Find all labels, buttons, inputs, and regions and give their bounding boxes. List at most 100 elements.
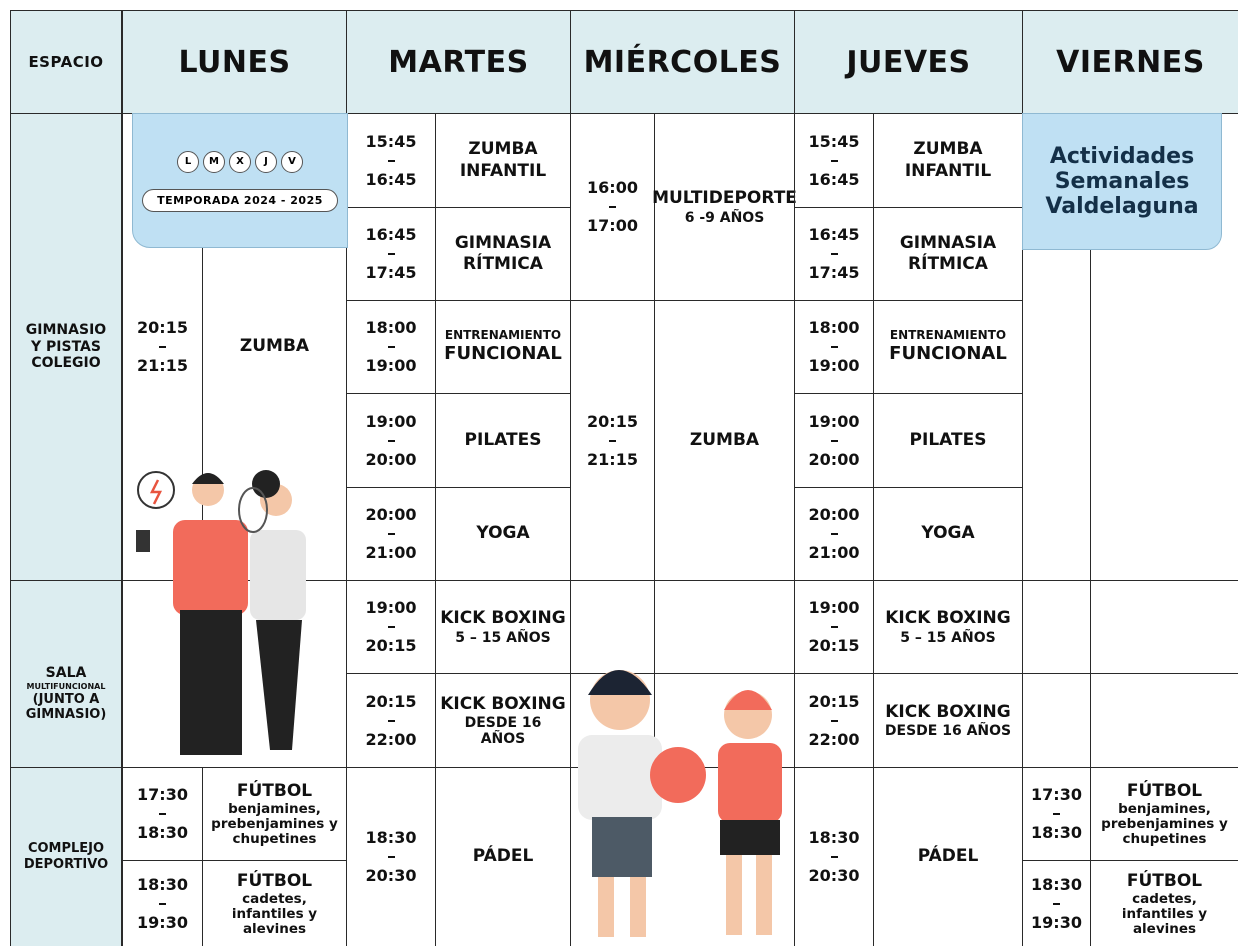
session-time: 19:00 20:15 (346, 580, 436, 674)
start-time: 20:15 (365, 691, 417, 711)
start-time: 20:15 (587, 411, 638, 431)
session-time: 19:00 20:15 (794, 580, 874, 674)
end-time: 20:15 (808, 636, 860, 655)
start-time: 19:00 (365, 598, 417, 618)
session-activity: PÁDEL (873, 767, 1023, 946)
activity-detail: DESDE 16 AÑOS (884, 723, 1012, 740)
activity-detail: 5 – 15 AÑOS (455, 629, 551, 646)
session-activity: ENTRENAMIENTO FUNCIONAL (873, 300, 1023, 394)
activity-name: FÚTBOL (1126, 781, 1203, 802)
session-activity: KICK BOXING DESDE 16 AÑOS (873, 673, 1023, 768)
space-name: SALA (45, 665, 87, 682)
start-time: 20:15 (808, 691, 860, 711)
session-time: 17:30 18:30 (122, 767, 203, 861)
weekday-dot: V (281, 150, 303, 173)
session-time: 18:30 19:30 (1022, 860, 1091, 946)
activity-name: PÁDEL (917, 846, 979, 867)
session-time: 20:00 21:00 (346, 487, 436, 581)
session-activity: GIMNASIA RÍTMICA (435, 207, 571, 301)
activity-name: PILATES (464, 429, 542, 450)
time-separator (159, 902, 166, 905)
space-name: COMPLEJO DEPORTIVO (23, 841, 109, 872)
activity-detail: 6 -9 AÑOS (684, 209, 765, 226)
start-time: 18:00 (365, 318, 417, 338)
time-separator (159, 346, 166, 348)
start-time: 18:00 (808, 318, 860, 338)
end-time: 22:00 (808, 729, 860, 749)
session-time: 20:15 21:15 (570, 300, 655, 581)
start-time: 16:00 (587, 178, 638, 198)
day-header: MARTES (346, 10, 571, 114)
activity-label: ENTRENAMIENTO (889, 328, 1007, 343)
activity-name: PILATES (909, 429, 987, 450)
end-time: 16:45 (808, 169, 860, 189)
session-time: 15:45 16:45 (794, 113, 874, 208)
activity-name: FÚTBOL (236, 781, 313, 802)
illustration-kids (578, 670, 782, 937)
session-activity: PILATES (873, 393, 1023, 488)
end-time: 22:00 (365, 729, 417, 749)
time-separator (830, 533, 838, 535)
session-time: 20:15 22:00 (346, 673, 436, 768)
header-space: ESPACIO (10, 10, 122, 114)
empty-cell (1090, 673, 1238, 768)
day-header: MIÉRCOLES (570, 10, 795, 114)
activity-detail: benjamines, prebenjamines y chupetines (211, 801, 338, 848)
start-time: 15:45 (808, 131, 860, 151)
time-separator (387, 856, 395, 858)
end-time: 20:00 (808, 449, 860, 469)
activity-name: FUNCIONAL (444, 343, 562, 365)
session-activity: PÁDEL (435, 767, 571, 946)
activity-name: KICK BOXING (885, 701, 1011, 722)
day-header: JUEVES (794, 10, 1023, 114)
time-separator (609, 439, 616, 442)
activity-detail: benjamines, prebenjamines y chupetines (1101, 801, 1228, 848)
activity-detail: DESDE 16 AÑOS (464, 715, 542, 748)
activity-name: ZUMBA (689, 429, 760, 450)
time-separator (387, 253, 395, 255)
session-time: 16:45 17:45 (346, 207, 436, 301)
session-time: 19:00 20:00 (794, 393, 874, 488)
space-note: MULTIFUNCIONAL (26, 682, 106, 691)
space-room: SALA MULTIFUNCIONAL (JUNTO A GIMNASIO) (10, 580, 122, 768)
end-time: 20:30 (365, 866, 417, 885)
session-activity: FÚTBOL benjamines, prebenjamines y chupet… (1090, 767, 1238, 861)
page-title: Actividades Semanales Valdelaguna (1045, 143, 1199, 220)
weekday-dot: J (255, 150, 277, 173)
activity-detail: cadetes, infantiles y alevines (231, 890, 318, 937)
start-time: 20:00 (808, 505, 860, 525)
session-time: 18:30 19:30 (122, 860, 203, 946)
time-separator (830, 346, 838, 348)
activity-name: PÁDEL (472, 846, 534, 867)
session-activity: MULTIDEPORTE 6 -9 AÑOS (652, 113, 797, 301)
day-header: VIERNES (1022, 10, 1238, 114)
activity-detail: 5 – 15 AÑOS (900, 629, 996, 646)
session-time: 18:30 20:30 (346, 767, 436, 946)
time-separator (609, 206, 616, 208)
session-activity: FÚTBOL benjamines, prebenjamines y chupet… (202, 767, 347, 861)
time-separator (387, 439, 395, 442)
time-separator (1053, 902, 1060, 905)
day-header: LUNES (122, 10, 347, 114)
time-separator (387, 719, 395, 722)
activity-detail: cadetes, infantiles y alevines (1121, 890, 1208, 937)
start-time: 17:30 (137, 785, 188, 805)
start-time: 20:00 (365, 505, 417, 525)
session-time: 18:00 19:00 (346, 300, 436, 394)
end-time: 17:45 (365, 263, 417, 282)
start-time: 18:30 (365, 828, 417, 848)
session-time: 18:00 19:00 (794, 300, 874, 394)
end-time: 21:15 (137, 356, 188, 375)
start-time: 16:45 (808, 225, 860, 245)
activity-label: ENTRENAMIENTO (444, 328, 562, 343)
session-activity: KICK BOXING DESDE 16 AÑOS (435, 673, 571, 768)
activity-name: KICK BOXING (885, 608, 1011, 629)
end-time: 21:00 (365, 543, 417, 562)
empty-cell (1022, 673, 1091, 768)
session-activity: FÚTBOL cadetes, infantiles y alevines (1090, 860, 1238, 946)
session-activity: YOGA (435, 487, 571, 581)
session-time: 17:30 18:30 (1022, 767, 1091, 861)
start-time: 18:30 (1031, 874, 1082, 894)
